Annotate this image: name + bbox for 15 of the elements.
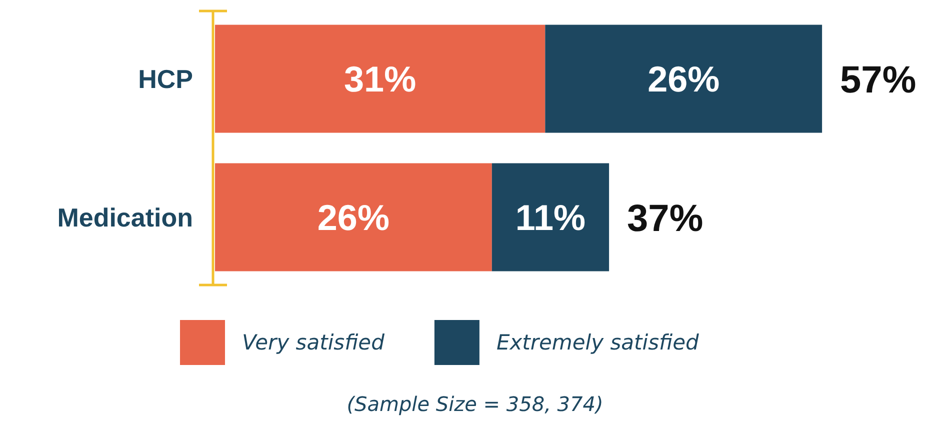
y-tick-label: Medication (57, 202, 193, 232)
legend-label: Very satisfied (242, 330, 386, 354)
data-label: 31% (344, 58, 416, 100)
bar (492, 163, 610, 272)
bar (545, 24, 822, 133)
bar (215, 163, 492, 272)
data-label: 11% (515, 197, 586, 238)
total-label: 37% (627, 198, 704, 240)
bar (215, 24, 546, 133)
data-label: 26% (317, 197, 390, 238)
y-tick-label: HCP (138, 64, 193, 94)
total-label: 57% (840, 59, 916, 102)
data-label: 26% (648, 58, 720, 100)
legend-label: Extremely satisfied (496, 330, 700, 354)
text: (Sample Size = 358, 374) (346, 392, 604, 416)
